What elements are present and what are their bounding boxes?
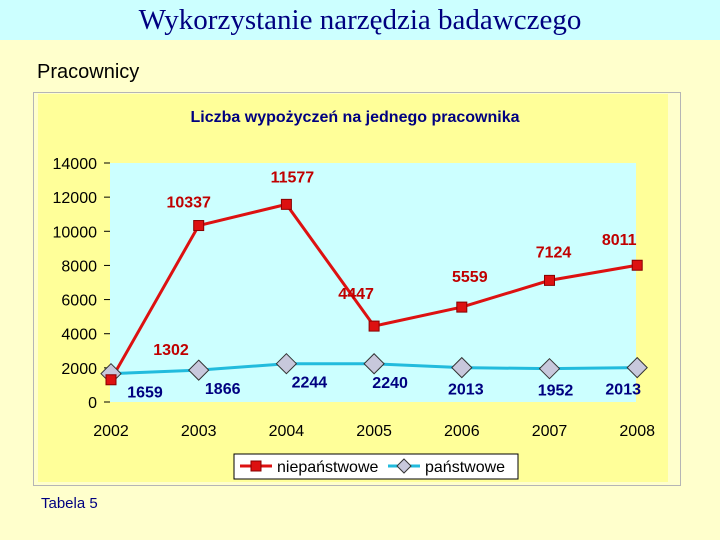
marker-niepanstwowe	[368, 320, 380, 332]
chart-frame	[33, 92, 681, 486]
y-tick-label: 4000	[61, 327, 97, 344]
legend-label-niepanstwowe: niepaństwowe	[277, 459, 379, 476]
x-tick-label: 2007	[532, 423, 568, 440]
marker-niepanstwowe	[193, 220, 205, 232]
chart-title: Liczba wypożyczeń na jednego pracownika	[191, 109, 520, 126]
data-label-panstwowe: 2013	[448, 382, 484, 399]
marker-niepanstwowe	[631, 259, 643, 271]
y-tick-label: 14000	[53, 156, 98, 173]
x-tick-label: 2002	[93, 423, 129, 440]
x-tick-label: 2003	[181, 423, 217, 440]
data-label-niepanstwowe: 10337	[166, 195, 211, 212]
data-label-panstwowe: 2013	[605, 382, 641, 399]
data-label-niepanstwowe: 11577	[271, 169, 315, 186]
data-label-niepanstwowe: 1302	[153, 342, 189, 359]
marker-panstwowe	[626, 356, 648, 379]
x-tick-label: 2006	[444, 423, 480, 440]
data-label-niepanstwowe: 5559	[452, 269, 488, 286]
x-tick-label: 2004	[269, 423, 305, 440]
marker-niepanstwowe	[544, 274, 555, 286]
marker-panstwowe	[538, 357, 561, 380]
marker-panstwowe	[187, 359, 210, 381]
marker-panstwowe	[275, 352, 298, 375]
section-subtitle: Pracownicy	[37, 61, 140, 83]
data-label-niepanstwowe: 8011	[602, 232, 637, 249]
marker-niepanstwowe	[456, 301, 468, 313]
legend-box	[233, 453, 519, 480]
x-tick-label: 2008	[619, 423, 655, 440]
y-tick-label: 10000	[53, 224, 98, 241]
data-label-panstwowe: 1659	[127, 385, 163, 402]
y-tick-label: 0	[88, 395, 97, 412]
legend-marker-panstwowe	[396, 458, 412, 474]
data-label-niepanstwowe: 4447	[338, 286, 374, 303]
marker-niepanstwowe	[105, 374, 117, 386]
marker-niepanstwowe	[280, 198, 292, 210]
data-label-panstwowe: 1866	[205, 381, 241, 398]
y-tick-label: 2000	[61, 361, 97, 378]
y-tick-label: 12000	[53, 190, 98, 207]
table-label: Tabela 5	[41, 495, 98, 512]
data-label-niepanstwowe: 7124	[536, 244, 572, 261]
slide-title: Wykorzystanie narzędzia badawczego	[0, 0, 720, 40]
data-label-panstwowe: 2240	[372, 375, 408, 392]
y-tick-label: 6000	[61, 293, 97, 310]
legend-label-panstwowe: państwowe	[425, 459, 505, 476]
y-tick-label: 8000	[61, 258, 97, 275]
data-label-panstwowe: 2244	[292, 375, 328, 392]
marker-panstwowe	[451, 356, 473, 379]
data-label-panstwowe: 1952	[538, 383, 574, 400]
marker-panstwowe	[363, 353, 385, 375]
x-tick-label: 2005	[356, 423, 392, 440]
legend-marker-niepanstwowe	[250, 460, 262, 472]
